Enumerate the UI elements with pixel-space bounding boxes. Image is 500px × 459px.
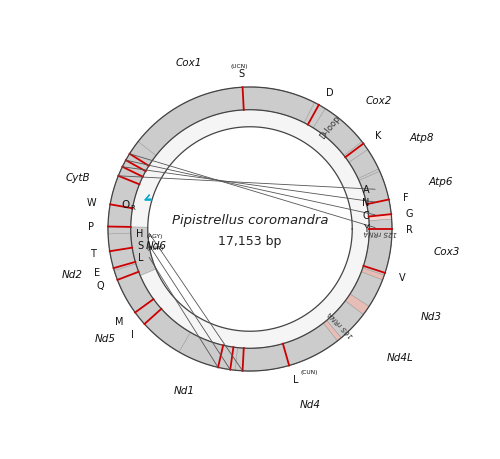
Text: 16S rRNA: 16S rRNA <box>327 309 354 337</box>
Text: S: S <box>138 241 143 251</box>
Polygon shape <box>127 88 314 170</box>
Text: O: O <box>122 199 130 209</box>
Polygon shape <box>235 323 338 371</box>
Text: W: W <box>86 197 96 207</box>
Polygon shape <box>130 227 156 276</box>
Text: CytB: CytB <box>66 173 90 183</box>
Text: Nd5: Nd5 <box>94 333 116 343</box>
Polygon shape <box>254 88 386 195</box>
Text: M: M <box>115 316 124 326</box>
Polygon shape <box>363 219 392 276</box>
Text: Y: Y <box>364 223 370 233</box>
Text: Atp6: Atp6 <box>428 177 453 187</box>
Text: Nd4L: Nd4L <box>387 352 414 362</box>
Text: Nd2: Nd2 <box>62 269 82 279</box>
Text: D-loop: D-loop <box>318 113 342 140</box>
Text: Cox1: Cox1 <box>176 58 202 68</box>
Text: S: S <box>239 69 245 79</box>
Polygon shape <box>359 172 391 217</box>
Text: R: R <box>130 205 135 211</box>
Polygon shape <box>313 109 362 156</box>
Polygon shape <box>350 272 382 307</box>
Polygon shape <box>108 88 392 371</box>
Text: Cox3: Cox3 <box>433 247 460 257</box>
Text: 12S rRNA: 12S rRNA <box>364 229 398 235</box>
Text: Nd1: Nd1 <box>174 385 195 395</box>
Text: H: H <box>136 229 143 239</box>
Text: T: T <box>90 249 96 259</box>
Text: D: D <box>326 88 334 98</box>
Polygon shape <box>326 301 364 338</box>
Text: L: L <box>138 253 143 263</box>
Text: A: A <box>362 185 370 195</box>
Polygon shape <box>108 224 150 307</box>
Text: 17,153 bp: 17,153 bp <box>218 235 282 247</box>
Text: Cox2: Cox2 <box>366 96 392 106</box>
Polygon shape <box>130 111 370 348</box>
Text: (UCN): (UCN) <box>231 63 248 68</box>
Polygon shape <box>366 200 392 261</box>
Text: Nd4: Nd4 <box>300 399 321 409</box>
Text: V: V <box>398 273 405 283</box>
Polygon shape <box>349 150 378 179</box>
Text: (CUN): (CUN) <box>301 369 318 374</box>
Text: P: P <box>88 222 94 232</box>
Text: L: L <box>293 375 298 384</box>
Text: Nd3: Nd3 <box>421 311 442 321</box>
Text: Atp8: Atp8 <box>410 132 434 142</box>
Text: Q: Q <box>96 280 104 291</box>
Text: (AGY): (AGY) <box>146 234 162 239</box>
Text: Pipistrellus coromandra: Pipistrellus coromandra <box>172 213 328 226</box>
Polygon shape <box>144 309 272 371</box>
Text: R: R <box>406 224 413 235</box>
Text: I: I <box>131 329 134 339</box>
Text: F: F <box>403 192 408 202</box>
Text: N: N <box>362 197 370 207</box>
Text: K: K <box>375 131 381 140</box>
Polygon shape <box>108 142 156 235</box>
Text: (UUR): (UUR) <box>146 246 164 251</box>
Text: Nd6: Nd6 <box>146 241 167 251</box>
Text: C: C <box>362 210 370 220</box>
Polygon shape <box>114 264 190 352</box>
Text: E: E <box>94 268 100 277</box>
Polygon shape <box>285 266 385 365</box>
Text: G: G <box>406 208 413 218</box>
